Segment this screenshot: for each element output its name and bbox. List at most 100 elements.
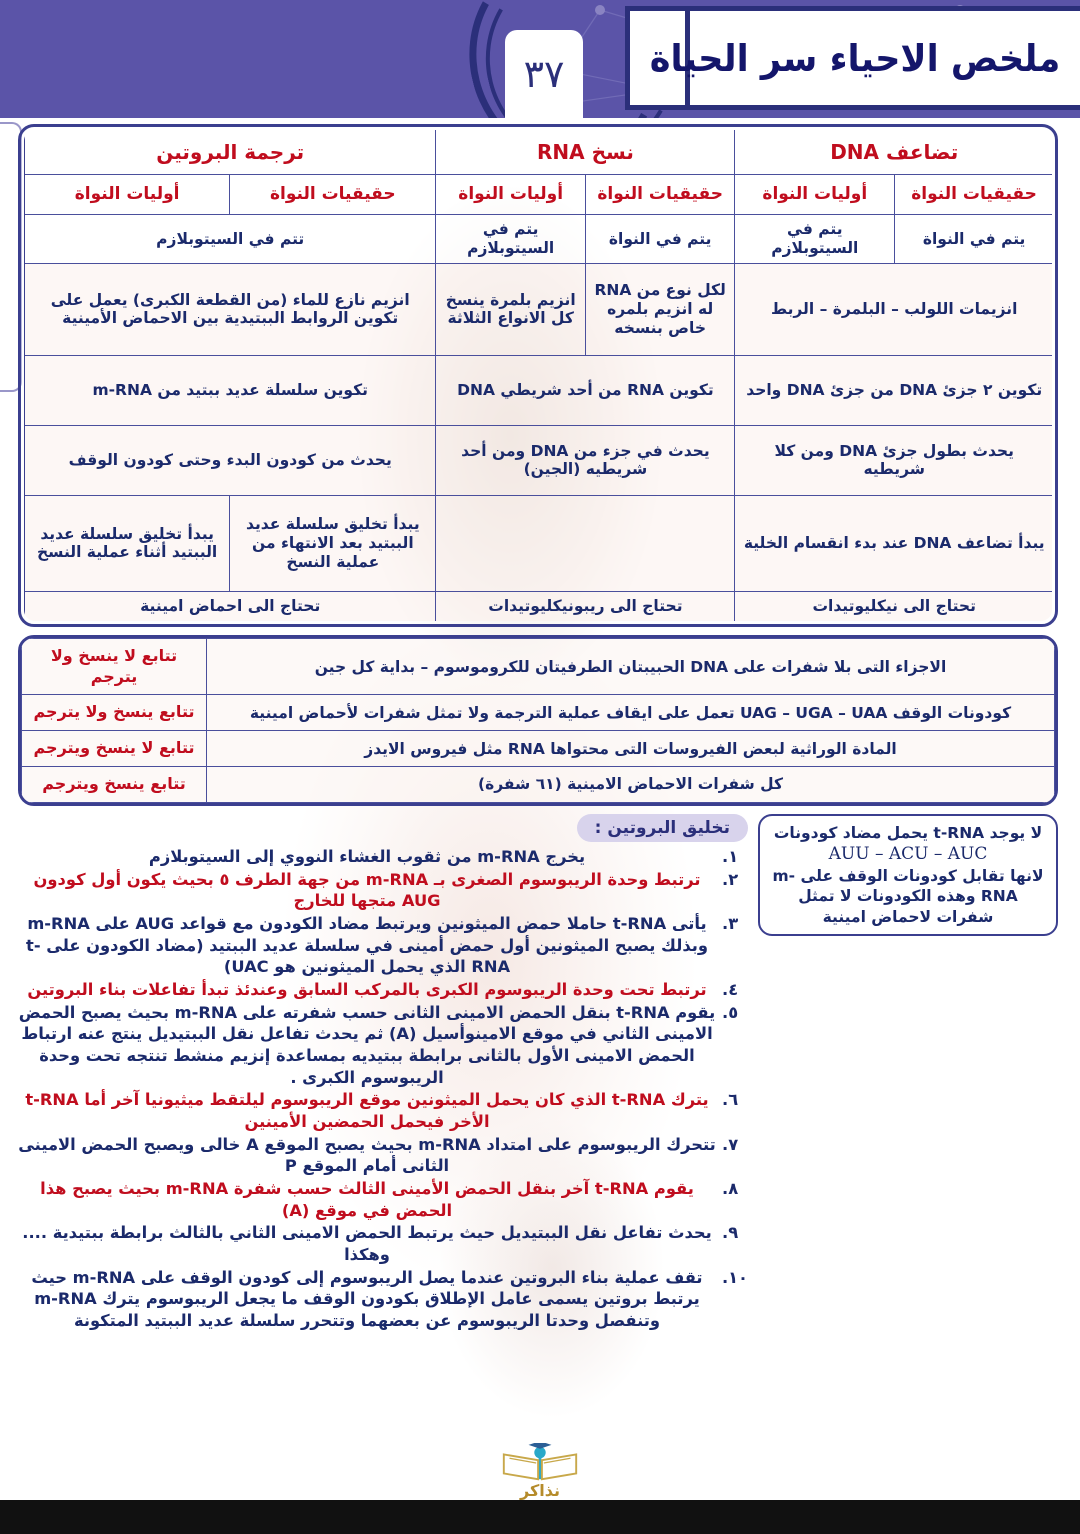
subheader-rna-prokaryote: أوليات النواة [435,174,586,216]
cell-protein-enzymes: انزيم نازع للماء (من القطعة الكبرى) يعمل… [24,262,437,356]
list-item: ٣. يأتى t-RNA حاملا حمض الميثونين ويرتبط… [18,913,748,978]
step-text-10: تقف عملية بناء البروتين عندما يصل الريبو… [31,1267,703,1330]
header-dna-replication: تضاعف DNA [734,129,1052,176]
table-row-requirements: تحتاج الى نيكليوتيدات تحتاج الى ريبونيكل… [24,590,1052,621]
subheader-rna-eukaryote: حقيقيات النواة [584,174,736,216]
step-number-4: ٤. [722,979,739,999]
cell-rna-euk-location: يتم في النواة [584,214,736,264]
logo-word-arabic: نذاكر [520,1481,560,1500]
cell-dna-euk-location: يتم في النواة [894,214,1052,264]
table-row-location: يتم في النواة يتم في السيتوبلازم يتم في … [24,214,1052,264]
cell-protein-pro-timing: يبدأ تخليق سلسلة عديد الببتيد أثناء عملي… [24,494,231,592]
list-item: ٧. تتحرك الريبوسوم على امتداد m-RNA بحيث… [18,1134,748,1177]
cell-dna-enzymes: انزيمات اللولب – البلمرة – الربط [734,262,1052,356]
step-text-9: يحدث تفاعل نقل الببتيديل حيث يرتبط الحمض… [22,1223,712,1264]
header-rna-transcription: نسخ RNA [435,129,736,176]
subheader-dna-prokaryote: أوليات النواة [734,174,896,216]
subheader-protein-eukaryote: حقيقيات النواة [229,174,437,216]
step-number-1: ١. [722,846,739,866]
cell-protein-euk-timing: يبدأ تخليق سلسلة عديد الببتيد بعد الانته… [229,494,437,592]
step-number-8: ٨. [722,1178,739,1198]
page-title: ملخص الاحياء سر الحياة [649,36,1061,80]
cell-rna-timing [435,494,736,592]
step-number-5: ٥. [722,1002,739,1022]
table-row-enzymes: انزيمات اللولب – البلمرة – الربط لكل نوع… [24,262,1052,356]
step-text-8: يقوم t-RNA آخر بنقل الحمض الأمينى الثالث… [40,1178,694,1220]
cell-rna-pro-enzymes: انزيم بلمرة ينسخ كل الانواع الثلاثة [435,262,586,356]
note-line-2: لانها تقابل كودونات الوقف على m-RNA وهذه… [772,866,1044,926]
table-row-extent: يحدث بطول جزئ DNA ومن كلا شريطيه يحدث في… [24,424,1052,496]
cell-seq-label-0: تتابع لا ينسخ ولا يترجم [21,637,207,696]
step-number-9: ٩. [722,1223,739,1243]
cell-rna-pro-location: يتم في السيتوبلازم [435,214,586,264]
trna-note-box: لا يوجد t-RNA يحمل مضاد كودونات AUU – AC… [758,813,1058,937]
cell-seq-label-2: تتابع لا ينسخ ويترجم [21,730,207,768]
cell-seq-label-1: تتابع ينسخ ولا يترجم [21,694,207,732]
sequences-table: الاجزاء التى بلا شفرات على DNA الحبيبتان… [21,637,1055,803]
step-text-4: ترتبط تحت وحدة الريبوسوم الكبرى بالمركب … [27,979,707,999]
page-number-badge: ٣٧ [505,30,583,118]
cell-seq-desc-3: كل شفرات الاحماض الامينية (٦١ شفرة) [206,766,1055,803]
cell-protein-product: تكوين سلسلة عديد ببتيد من m-RNA [24,354,437,426]
page-footer-bar [0,1500,1080,1534]
cell-seq-desc-0: الاجزاء التى بلا شفرات على DNA الحبيبتان… [206,637,1055,696]
note-line-1: لا يوجد t-RNA يحمل مضاد كودونات [773,823,1043,842]
cell-rna-euk-enzymes: لكل نوع من RNA له انزيم بلمره خاص بنسخه [584,262,736,356]
cell-dna-timing: يبدأ تضاعف DNA عند بدء انقسام الخلية [734,494,1052,592]
list-item: ٦. يترك t-RNA الذي كان يحمل الميثونين مو… [18,1089,748,1132]
site-logo: نذاكر [465,1443,615,1500]
table-row: الاجزاء التى بلا شفرات على DNA الحبيبتان… [21,637,1055,696]
note-codons: AUU – ACU – AUC [828,844,988,865]
list-item: ٥. يقوم t-RNA بنقل الحمض الامينى الثانى … [18,1002,748,1089]
cell-dna-pro-location: يتم في السيتوبلازم [734,214,896,264]
cell-seq-desc-1: كودونات الوقف UAG – UGA – UAA تعمل على ا… [206,694,1055,732]
cell-seq-desc-2: المادة الوراثية لبعض الفيروسات التى محتو… [206,730,1055,768]
step-text-2: ترتبط وحدة الريبوسوم الصغرى بـ m-RNA من … [33,869,701,911]
cell-protein-extent: يحدث من كودون البدء وحتى كودون الوقف [24,424,437,496]
protein-synthesis-heading: تخليق البروتين : [576,813,748,842]
step-number-6: ٦. [722,1090,739,1110]
table-row-sub-headers: حقيقيات النواة أوليات النواة حقيقيات الن… [24,174,1052,216]
header-protein-translation: ترجمة البروتين [24,129,437,176]
table-row: المادة الوراثية لبعض الفيروسات التى محتو… [21,730,1055,768]
sequences-table-container: الاجزاء التى بلا شفرات على DNA الحبيبتان… [18,634,1058,806]
lower-section: لا يوجد t-RNA يحمل مضاد كودونات AUU – AC… [18,813,1058,1333]
cell-dna-extent: يحدث بطول جزئ DNA ومن كلا شريطيه [734,424,1052,496]
cell-rna-extent: يحدث في جزء من DNA ومن أحد شريطيه (الجين… [435,424,736,496]
table-row: كودونات الوقف UAG – UGA – UAA تعمل على ا… [21,694,1055,732]
step-number-10: ١٠. [721,1267,748,1287]
table-row-main-headers: تضاعف DNA نسخ RNA ترجمة البروتين [24,129,1052,176]
step-number-3: ٣. [722,913,739,933]
step-text-5: يقوم t-RNA بنقل الحمض الامينى الثانى حسب… [18,1002,716,1087]
header-title-plate: ملخص الاحياء سر الحياة [625,6,1080,110]
protein-synthesis-steps: ١. يخرج m-RNA من ثقوب الغشاء النووي إلى … [18,846,748,1332]
step-number-2: ٢. [722,869,739,889]
comparison-table-container: تضاعف DNA نسخ RNA ترجمة البروتين حقيقيات… [18,124,1058,627]
step-text-7: تتحرك الريبوسوم على امتداد m-RNA بحيث يص… [18,1134,716,1176]
step-text-3: يأتى t-RNA حاملا حمض الميثونين ويرتبط مض… [26,913,708,977]
subheader-protein-prokaryote: أوليات النواة [24,174,231,216]
cell-protein-requirements: تحتاج الى احماض امينية [24,590,437,621]
table-row-product: تكوين ٢ جزئ DNA من جزئ DNA واحد تكوين RN… [24,354,1052,426]
table-row: كل شفرات الاحماض الامينية (٦١ شفرة) تتاب… [21,766,1055,803]
cell-seq-label-3: تتابع ينسخ ويترجم [21,766,207,803]
list-item: ٩. يحدث تفاعل نقل الببتيديل حيث يرتبط ال… [18,1222,748,1265]
list-item: ٢. ترتبط وحدة الريبوسوم الصغرى بـ m-RNA … [18,869,748,912]
open-book-icon [502,1443,578,1481]
list-item: ١. يخرج m-RNA من ثقوب الغشاء النووي إلى … [18,846,748,868]
list-item: ٤. ترتبط تحت وحدة الريبوسوم الكبرى بالمر… [18,979,748,1001]
protein-synthesis-section: تخليق البروتين : ١. يخرج m-RNA من ثقوب ا… [18,813,748,1333]
page-header: ملخص الاحياء سر الحياة ٣٧ [0,0,1080,118]
cell-rna-requirements: تحتاج الى ريبونيكليوتيدات [435,590,736,621]
cell-dna-product: تكوين ٢ جزئ DNA من جزئ DNA واحد [734,354,1052,426]
list-item: ١٠. تقف عملية بناء البروتين عندما يصل ال… [18,1267,748,1332]
step-number-7: ٧. [722,1134,739,1154]
step-text-1: يخرج m-RNA من ثقوب الغشاء النووي إلى الس… [148,846,586,866]
table-row-timing: يبدأ تضاعف DNA عند بدء انقسام الخلية يبد… [24,494,1052,592]
cell-dna-requirements: تحتاج الى نيكليوتيدات [734,590,1052,621]
comparison-table: تضاعف DNA نسخ RNA ترجمة البروتين حقيقيات… [21,127,1055,624]
subheader-dna-eukaryote: حقيقيات النواة [894,174,1052,216]
list-item: ٨. يقوم t-RNA آخر بنقل الحمض الأمينى الث… [18,1178,748,1221]
cell-rna-product: تكوين RNA من أحد شريطي DNA [435,354,736,426]
step-text-6: يترك t-RNA الذي كان يحمل الميثونين موقع … [25,1090,709,1131]
